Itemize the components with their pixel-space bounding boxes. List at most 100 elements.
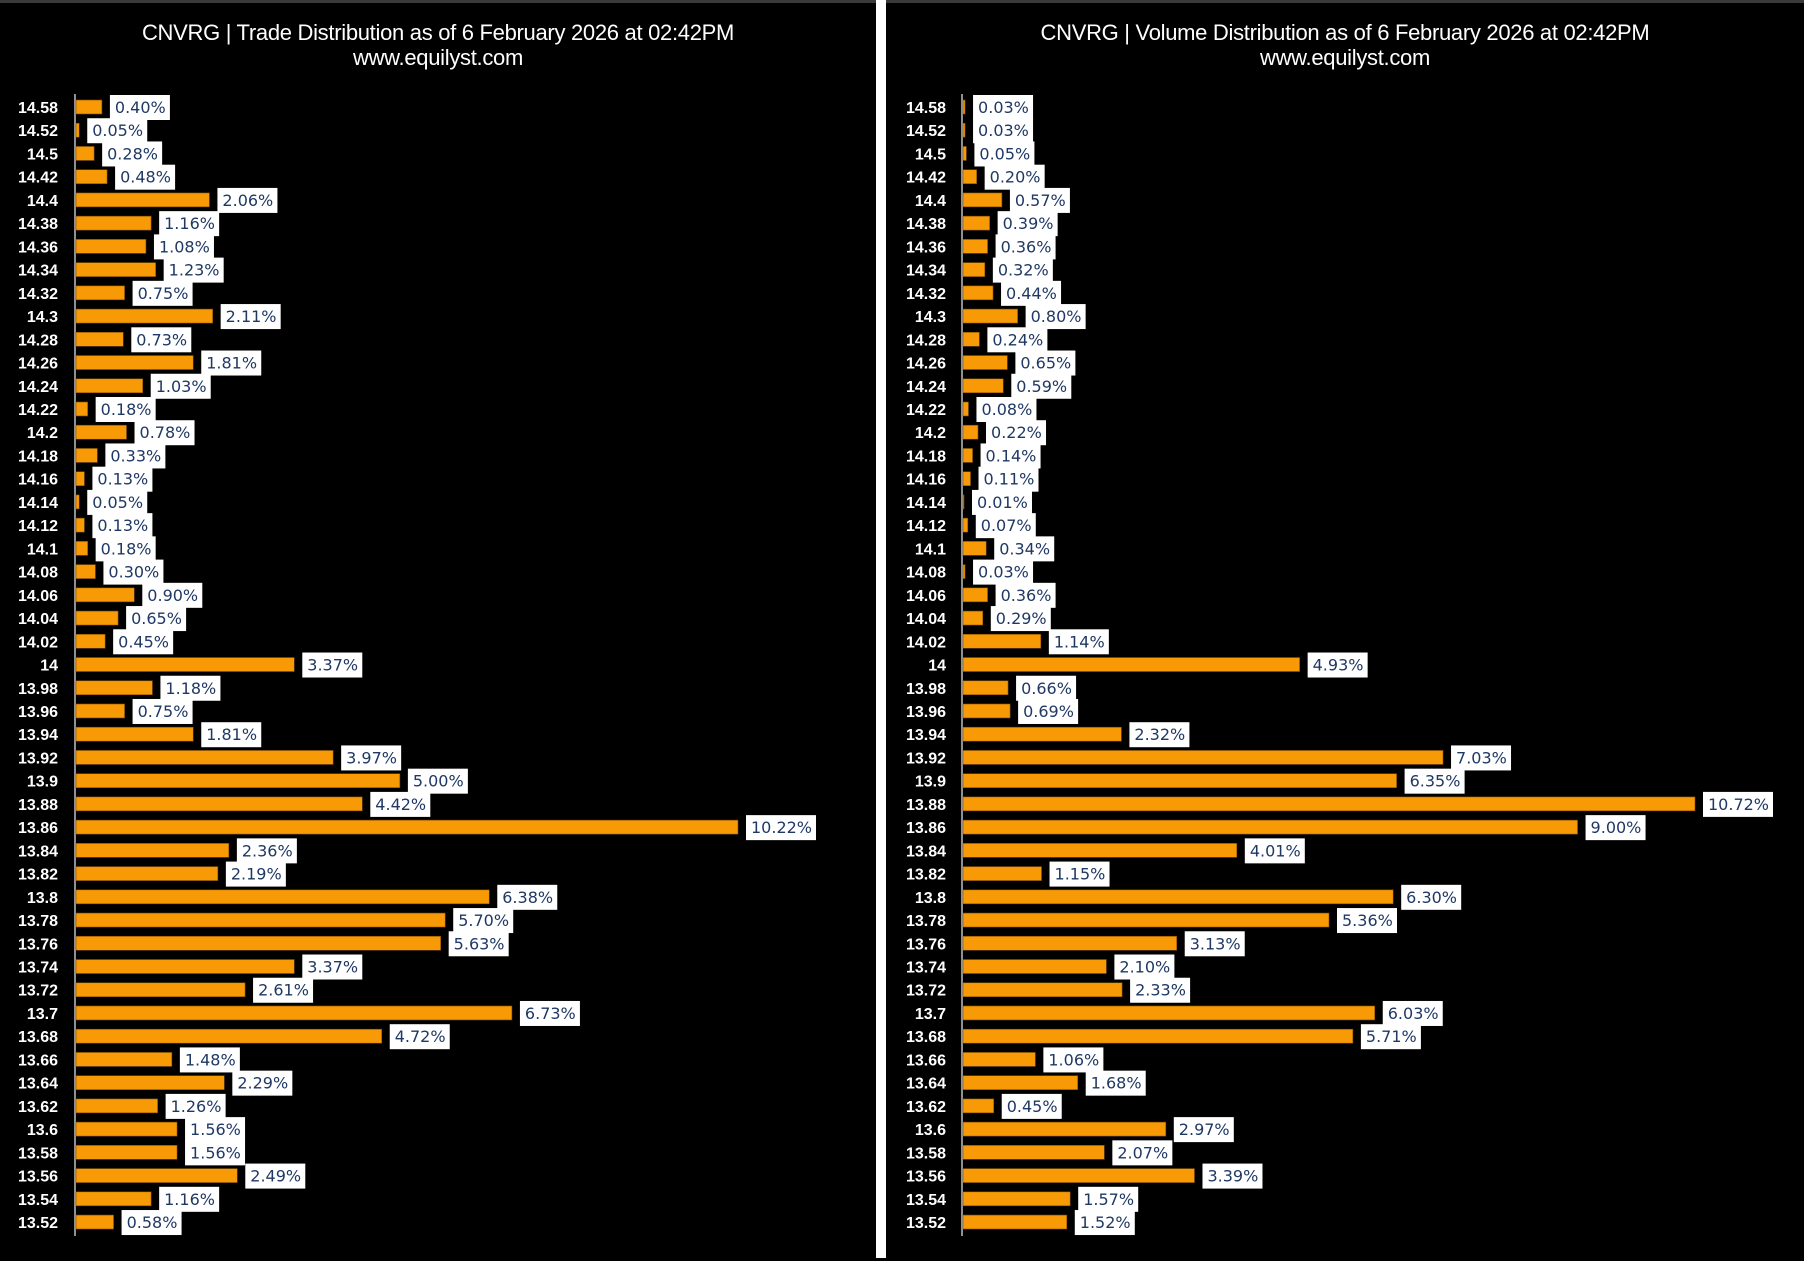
- data-label: 1.03%: [156, 377, 207, 396]
- price-tick-label: 13.54: [18, 1192, 58, 1209]
- bar: [962, 331, 980, 347]
- price-tick-label: 13.62: [906, 1099, 946, 1116]
- price-tick-label: 13.86: [906, 820, 946, 837]
- data-label: 0.80%: [1031, 307, 1082, 326]
- price-tick-label: 14.2: [27, 425, 58, 442]
- bar: [75, 378, 144, 394]
- data-label-box: [994, 536, 1055, 562]
- data-label: 0.75%: [138, 702, 189, 721]
- data-label: 0.29%: [996, 609, 1047, 628]
- data-label: 0.05%: [979, 144, 1030, 163]
- bar: [75, 657, 295, 672]
- data-label-box: [132, 280, 193, 306]
- data-label: 2.61%: [258, 981, 309, 1000]
- price-tick-label: 14.16: [906, 472, 946, 489]
- price-tick-label: 14.4: [915, 193, 946, 210]
- data-label-box: [201, 722, 262, 748]
- data-label-box: [109, 95, 170, 120]
- data-label: 0.01%: [977, 493, 1028, 512]
- data-label: 0.39%: [1003, 214, 1054, 233]
- price-tick-label: 13.9: [27, 774, 58, 791]
- data-label-box: [1202, 1163, 1263, 1189]
- data-label: 1.56%: [190, 1120, 241, 1139]
- bar: [962, 982, 1123, 998]
- price-tick-label: 13.64: [906, 1076, 946, 1093]
- data-label-box: [1307, 652, 1368, 678]
- data-label: 0.65%: [131, 609, 182, 628]
- price-tick-label: 13.9: [915, 774, 946, 791]
- data-label: 2.33%: [1135, 981, 1186, 1000]
- bar: [75, 726, 194, 742]
- data-label-box: [972, 489, 1032, 515]
- data-label: 5.71%: [1366, 1027, 1417, 1046]
- data-label: 0.32%: [998, 261, 1049, 280]
- data-label: 0.14%: [986, 446, 1037, 465]
- data-label: 1.68%: [1091, 1074, 1142, 1093]
- data-label-box: [746, 815, 816, 841]
- bar: [962, 1052, 1036, 1067]
- price-tick-label: 14.38: [906, 216, 946, 233]
- data-label-box: [134, 420, 195, 446]
- data-label-box: [341, 745, 402, 771]
- price-tick-label: 14.12: [18, 518, 58, 535]
- data-label: 0.48%: [120, 168, 171, 187]
- data-label-box: [389, 1024, 450, 1050]
- data-label-box: [1703, 791, 1773, 817]
- data-label-box: [1043, 1047, 1104, 1073]
- data-label-box: [245, 1163, 306, 1189]
- data-label-box: [126, 606, 187, 632]
- data-label-box: [185, 1117, 246, 1143]
- data-label-box: [1015, 350, 1076, 376]
- data-label: 1.81%: [206, 354, 257, 373]
- data-label-box: [105, 443, 166, 469]
- bar: [962, 680, 1009, 696]
- price-tick-label: 14.58: [18, 100, 58, 117]
- bar: [75, 448, 98, 463]
- price-tick-label: 13.82: [906, 867, 946, 884]
- data-label: 5.63%: [454, 934, 505, 953]
- price-tick-label: 13.56: [18, 1169, 58, 1186]
- price-tick-label: 14.5: [27, 146, 58, 163]
- price-tick-label: 14.2: [915, 425, 946, 442]
- bar: [75, 146, 95, 161]
- bar: [962, 912, 1330, 928]
- data-label: 1.16%: [164, 1190, 215, 1209]
- bar: [75, 285, 125, 301]
- price-tick-label: 13.96: [18, 704, 58, 721]
- data-label: 0.45%: [118, 632, 169, 651]
- data-label: 0.20%: [990, 168, 1041, 187]
- price-tick-label: 13.98: [18, 681, 58, 698]
- data-label: 10.72%: [1708, 795, 1769, 814]
- data-label-box: [519, 1000, 580, 1026]
- price-tick-label: 14.02: [18, 634, 58, 651]
- price-tick-label: 14.08: [906, 565, 946, 582]
- price-tick-label: 13.8: [27, 890, 58, 907]
- bar: [962, 1005, 1376, 1021]
- price-tick-label: 14.1: [27, 541, 58, 558]
- price-tick-label: 14.22: [18, 402, 58, 419]
- volume-distribution-chart: CNVRG | Volume Distribution as of 6 Febr…: [886, 0, 1804, 1258]
- bar: [75, 912, 446, 928]
- price-tick-label: 14.06: [18, 588, 58, 605]
- panel-divider: [876, 0, 886, 1258]
- data-label-box: [113, 629, 174, 655]
- price-tick-label: 13.8: [915, 890, 946, 907]
- bar: [75, 633, 106, 649]
- data-label-box: [102, 141, 163, 167]
- price-tick-label: 13.86: [18, 820, 58, 837]
- data-label-box: [453, 908, 514, 934]
- data-label-box: [1018, 698, 1079, 724]
- price-tick-label: 14.26: [906, 356, 946, 373]
- data-label-box: [980, 443, 1041, 469]
- price-tick-label: 13.94: [906, 727, 946, 744]
- data-label: 6.38%: [502, 888, 553, 907]
- chart-title: CNVRG | Trade Distribution as of 6 Febru…: [141, 20, 735, 45]
- data-label: 0.03%: [978, 121, 1029, 140]
- data-label-box: [976, 396, 1037, 422]
- bar: [75, 1214, 114, 1230]
- data-label: 4.42%: [375, 795, 426, 814]
- data-label: 1.26%: [171, 1097, 222, 1116]
- bar: [962, 1121, 1167, 1137]
- data-label: 2.29%: [237, 1074, 288, 1093]
- chart-subtitle: www.equilyst.com: [352, 45, 524, 70]
